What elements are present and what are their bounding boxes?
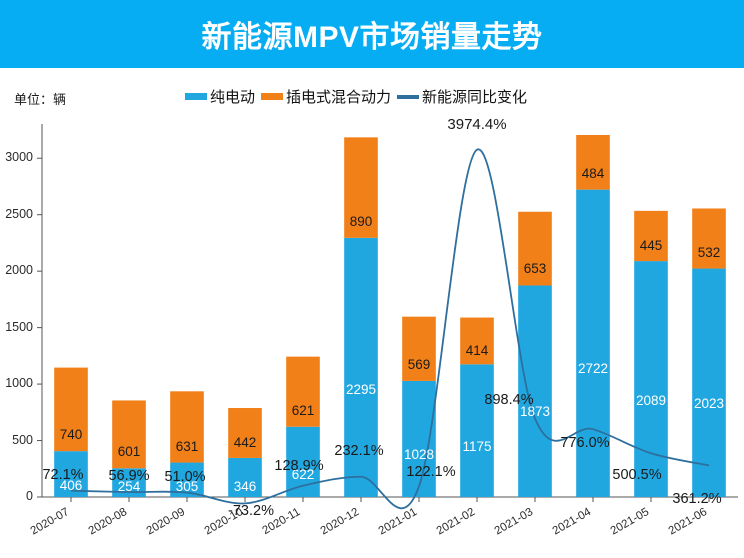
bar-value-label-bev: 346 xyxy=(233,479,257,494)
bar-value-label-phev: 631 xyxy=(175,438,199,454)
bar-value-label-bev: 2089 xyxy=(635,392,667,408)
yoy-percent-label: -73.2% xyxy=(228,503,274,520)
y-axis-tick-label: 1500 xyxy=(5,319,33,334)
bar-value-label-phev: 621 xyxy=(291,402,315,418)
bar-phev xyxy=(460,317,494,365)
bar-phev xyxy=(228,408,262,458)
page-title: 新能源MPV市场销量走势 xyxy=(201,21,543,54)
bar-value-label-bev: 1028 xyxy=(403,446,435,462)
bar-value-label-phev: 414 xyxy=(465,343,489,359)
bar-phev xyxy=(344,137,378,238)
legend-item-bev: 纯电动 xyxy=(185,86,255,107)
legend-item-phev: 插电式混合动力 xyxy=(261,86,391,107)
yoy-percent-label: 72.1% xyxy=(42,466,84,483)
legend-swatch-yoy xyxy=(397,94,420,99)
chart-legend: 纯电动 插电式混合动力 新能源同比变化 xyxy=(185,86,531,107)
y-axis-tick-label: 3000 xyxy=(5,150,33,165)
y-axis-tick-label: 0 xyxy=(26,489,33,503)
yoy-percent-label: 122.1% xyxy=(406,464,456,481)
y-axis-tick-label: 500 xyxy=(12,432,33,447)
y-axis-tick-label: 2000 xyxy=(5,263,33,278)
legend-swatch-phev xyxy=(261,93,284,100)
bar-phev xyxy=(170,391,204,463)
yoy-percent-label: 56.9% xyxy=(108,468,150,485)
chart-plot-area: 0 500 1000 1500 2000 2500 3000 2020-07 406 740 202… xyxy=(0,112,744,558)
bar-value-label-phev: 740 xyxy=(59,427,83,443)
legend-label-phev: 插电式混合动力 xyxy=(286,89,392,106)
bar-value-label-bev: 2023 xyxy=(693,396,725,412)
legend-label-yoy: 新能源同比变化 xyxy=(422,89,528,106)
yoy-percent-label: 776.0% xyxy=(560,435,610,452)
bar-value-label-bev: 1175 xyxy=(462,439,492,455)
legend-item-yoy: 新能源同比变化 xyxy=(397,86,527,107)
bar-bev xyxy=(460,364,494,497)
bar-phev xyxy=(112,400,146,469)
bar-phev xyxy=(518,211,552,286)
yoy-percent-label: 51.0% xyxy=(164,468,206,485)
bar-value-label-bev: 254 xyxy=(117,479,141,494)
bar-value-label-bev: 2295 xyxy=(345,382,377,398)
bar-phev xyxy=(576,134,610,190)
bar-value-label-bev: 2722 xyxy=(577,360,609,376)
bar-value-label-phev: 653 xyxy=(523,261,547,277)
bar-value-label-phev: 601 xyxy=(117,444,141,460)
bar-bev xyxy=(692,268,726,497)
bar-phev xyxy=(634,210,668,262)
yoy-percent-label: 361.2% xyxy=(672,491,722,508)
bar-value-label-phev: 445 xyxy=(639,238,663,254)
bar-value-label-phev: 484 xyxy=(581,165,605,181)
y-axis-tick-label: 2500 xyxy=(5,206,33,221)
bar-value-label-phev: 442 xyxy=(233,435,257,451)
yoy-percent-label: 128.9% xyxy=(274,457,324,474)
yoy-percent-label: 3974.4% xyxy=(447,115,507,133)
bar-bev xyxy=(54,451,88,497)
yoy-percent-label: 898.4% xyxy=(484,392,534,409)
bar-value-label-phev: 569 xyxy=(407,356,431,372)
bar-value-label-bev: 1873 xyxy=(519,403,551,419)
bar-bev xyxy=(518,285,552,497)
y-axis-tick-label: 1000 xyxy=(5,376,33,391)
unit-label: 单位：辆 xyxy=(14,92,67,107)
chart-meta-row: 单位：辆 纯电动 插电式混合动力 新能源同比变化 xyxy=(0,86,744,112)
yoy-trend-line xyxy=(70,148,710,510)
bar-phev xyxy=(402,316,436,381)
bar-value-label-bev: 406 xyxy=(59,478,83,494)
legend-label-bev: 纯电动 xyxy=(210,89,256,106)
bar-bev xyxy=(228,457,262,497)
bar-value-label-phev: 532 xyxy=(697,244,721,260)
bar-bev xyxy=(344,237,378,497)
bar-phev xyxy=(692,208,726,269)
chart-canvas xyxy=(37,124,738,510)
yoy-percent-label: 232.1% xyxy=(334,442,384,459)
bar-value-label-bev: 622 xyxy=(291,467,315,483)
legend-swatch-bev xyxy=(185,93,207,100)
yoy-percent-label: 500.5% xyxy=(612,467,662,484)
bar-bev xyxy=(634,261,668,497)
bar-value-label-phev: 890 xyxy=(349,213,373,229)
bar-bev xyxy=(576,189,610,497)
bar-phev xyxy=(286,356,320,427)
bar-value-label-bev: 305 xyxy=(175,479,199,494)
bar-phev xyxy=(54,367,88,452)
header-band: 新能源MPV市场销量走势 xyxy=(0,0,744,68)
